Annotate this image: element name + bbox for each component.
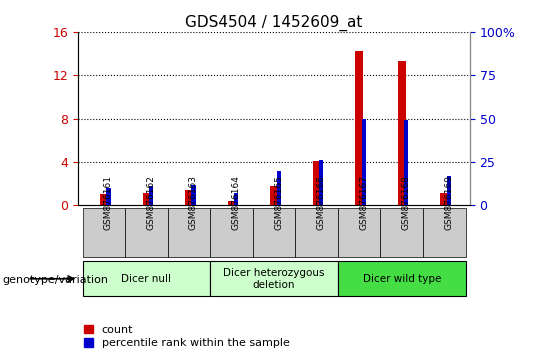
Text: GSM876163: GSM876163: [189, 175, 198, 230]
FancyBboxPatch shape: [210, 261, 338, 296]
Bar: [234, 193, 238, 205]
FancyBboxPatch shape: [381, 208, 423, 257]
Bar: [404, 120, 408, 205]
Bar: [447, 176, 451, 205]
Text: GSM876161: GSM876161: [104, 175, 113, 230]
Text: Dicer null: Dicer null: [122, 274, 171, 284]
Bar: [362, 119, 366, 205]
Title: GDS4504 / 1452609_at: GDS4504 / 1452609_at: [185, 14, 363, 30]
Text: GSM876162: GSM876162: [146, 175, 156, 230]
Bar: [106, 188, 111, 205]
Bar: [355, 51, 363, 205]
FancyBboxPatch shape: [83, 261, 210, 296]
Text: Dicer heterozygous
deletion: Dicer heterozygous deletion: [224, 268, 325, 290]
Bar: [276, 171, 281, 205]
FancyBboxPatch shape: [83, 208, 125, 257]
Bar: [100, 194, 107, 205]
FancyBboxPatch shape: [338, 208, 381, 257]
Bar: [319, 160, 323, 205]
FancyBboxPatch shape: [125, 208, 167, 257]
Legend: count, percentile rank within the sample: count, percentile rank within the sample: [84, 325, 289, 348]
Text: GSM876168: GSM876168: [402, 175, 411, 230]
Bar: [398, 61, 406, 205]
Bar: [185, 190, 193, 205]
Bar: [441, 193, 448, 205]
Text: GSM876166: GSM876166: [316, 175, 326, 230]
FancyBboxPatch shape: [295, 208, 338, 257]
Text: GSM876169: GSM876169: [444, 175, 453, 230]
FancyBboxPatch shape: [210, 208, 253, 257]
FancyBboxPatch shape: [253, 208, 295, 257]
Bar: [313, 161, 320, 205]
Text: GSM876165: GSM876165: [274, 175, 283, 230]
Text: Dicer wild type: Dicer wild type: [362, 274, 441, 284]
Bar: [192, 184, 195, 205]
FancyBboxPatch shape: [338, 261, 465, 296]
FancyBboxPatch shape: [423, 208, 465, 257]
FancyBboxPatch shape: [167, 208, 210, 257]
Bar: [149, 186, 153, 205]
Bar: [228, 201, 235, 205]
Bar: [143, 193, 150, 205]
Text: GSM876167: GSM876167: [359, 175, 368, 230]
Bar: [270, 186, 278, 205]
Text: GSM876164: GSM876164: [232, 175, 240, 230]
Text: genotype/variation: genotype/variation: [3, 275, 109, 285]
